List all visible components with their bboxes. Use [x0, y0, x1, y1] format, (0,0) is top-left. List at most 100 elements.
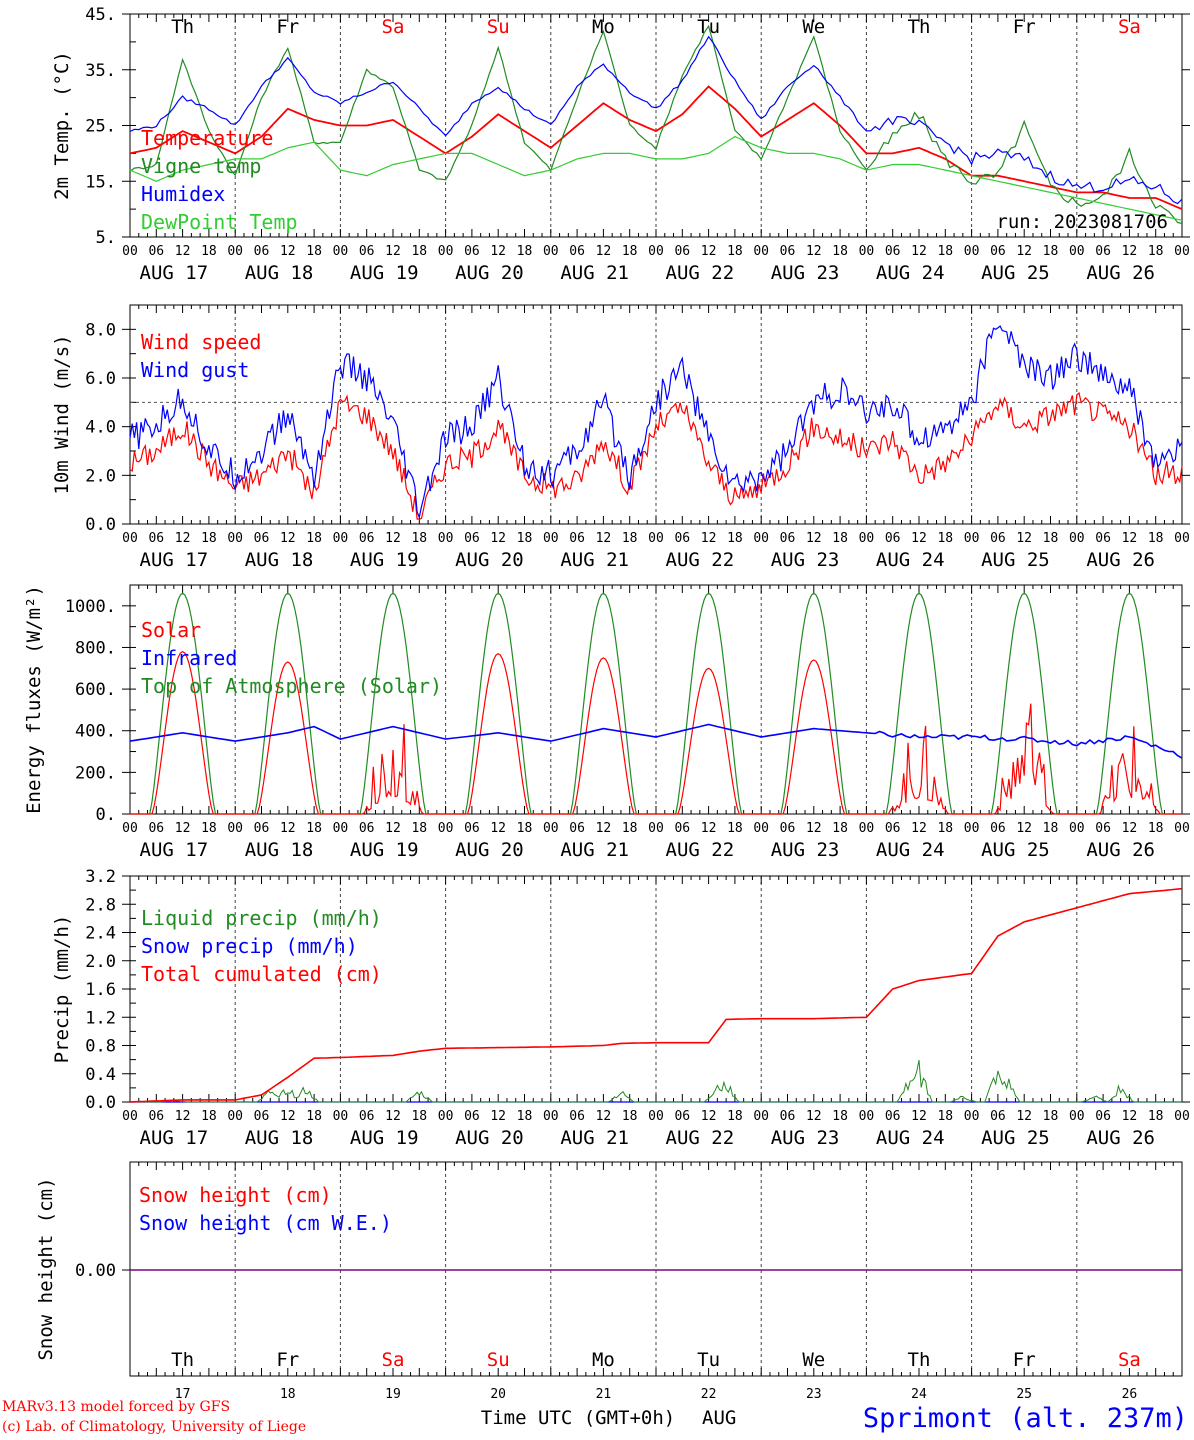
hour-tick-label: 18 [727, 244, 743, 259]
y-axis-label: 10m Wind (m/s) [51, 334, 73, 494]
hour-tick-label: 00 [122, 1109, 138, 1124]
hour-tick-label: 12 [806, 244, 822, 259]
hour-tick-label: 06 [885, 1109, 901, 1124]
hour-tick-label: 18 [306, 821, 322, 836]
hour-tick-label: 12 [175, 821, 191, 836]
hour-tick-label: 00 [333, 1109, 349, 1124]
hour-tick-label: 06 [254, 821, 270, 836]
weekday-label: Sa [382, 16, 405, 38]
hour-tick-label: 06 [359, 821, 375, 836]
y-tick-label: 600. [75, 680, 116, 700]
y-axis-label: Snow height (cm) [35, 1177, 57, 1360]
date-label: AUG 23 [771, 1127, 840, 1149]
date-label: AUG 18 [245, 549, 314, 571]
hour-tick-label: 06 [674, 821, 690, 836]
legend-entry: Solar [141, 618, 201, 642]
y-tick-label: 2.0 [85, 466, 116, 486]
series-line-vigne-temp [129, 24, 1183, 225]
y-tick-label: 0. [96, 805, 116, 825]
weekday-label: Mo [592, 16, 615, 38]
hour-tick-label: 00 [1174, 244, 1190, 259]
hour-tick-label: 00 [1069, 244, 1085, 259]
hour-tick-label: 12 [1016, 244, 1032, 259]
date-label: AUG 21 [560, 1127, 629, 1149]
hour-tick-label: 12 [701, 531, 717, 546]
legend-entry: Infrared [141, 646, 237, 670]
date-label: AUG 24 [876, 549, 945, 571]
series-line-temperature [129, 85, 1183, 210]
hour-tick-label: 00 [859, 1109, 875, 1124]
hour-tick-label: 18 [622, 821, 638, 836]
hour-tick-label: 18 [937, 244, 953, 259]
weekday-label: Tu [697, 1349, 720, 1371]
hour-tick-label: 00 [1069, 821, 1085, 836]
hour-tick-label: 12 [1016, 1109, 1032, 1124]
hour-tick-label: 18 [306, 1109, 322, 1124]
hour-tick-label: 18 [517, 531, 533, 546]
hour-tick-label: 00 [333, 531, 349, 546]
y-tick-label: 0.4 [85, 1065, 116, 1085]
hour-tick-label: 12 [385, 1109, 401, 1124]
hour-tick-label: 12 [490, 1109, 506, 1124]
hour-tick-label: 12 [911, 821, 927, 836]
hour-tick-label: 18 [832, 821, 848, 836]
hour-tick-label: 06 [990, 821, 1006, 836]
hour-tick-label: 00 [648, 821, 664, 836]
date-label: AUG 26 [1086, 1127, 1155, 1149]
hour-tick-label: 06 [569, 244, 585, 259]
hour-tick-label: 12 [596, 244, 612, 259]
weekday-label: Th [171, 1349, 194, 1371]
y-tick-label: 5. [96, 228, 116, 248]
y-tick-label: 3.2 [85, 867, 116, 887]
weekday-label: Th [171, 16, 194, 38]
weekday-label: Sa [382, 1349, 405, 1371]
y-tick-label: 2.8 [85, 895, 116, 915]
hour-tick-label: 12 [490, 531, 506, 546]
day-number-label: 23 [806, 1387, 822, 1402]
legend-entry: DewPoint Temp [141, 210, 298, 234]
hour-tick-label: 18 [832, 244, 848, 259]
date-label: AUG 19 [350, 1127, 419, 1149]
series-line-humidex [129, 35, 1183, 205]
y-axis-label: Energy fluxes (W/m²) [23, 585, 45, 814]
y-tick-label: 0.0 [85, 1093, 116, 1113]
hour-tick-label: 00 [438, 1109, 454, 1124]
hour-tick-label: 12 [1122, 1109, 1138, 1124]
date-label: AUG 19 [350, 262, 419, 284]
hour-tick-label: 06 [254, 244, 270, 259]
legend-entry: Humidex [141, 182, 225, 206]
hour-tick-label: 06 [1095, 531, 1111, 546]
hour-tick-label: 12 [596, 531, 612, 546]
weekday-label: Fr [276, 1349, 299, 1371]
hour-tick-label: 06 [464, 821, 480, 836]
hour-tick-label: 12 [911, 1109, 927, 1124]
hour-tick-label: 18 [727, 821, 743, 836]
hour-tick-label: 12 [490, 821, 506, 836]
hour-tick-label: 06 [674, 1109, 690, 1124]
hour-tick-label: 00 [333, 244, 349, 259]
hour-tick-label: 06 [1095, 821, 1111, 836]
hour-tick-label: 18 [622, 244, 638, 259]
date-label: AUG 19 [350, 839, 419, 861]
hour-tick-label: 18 [1043, 1109, 1059, 1124]
weekday-label: Tu [697, 16, 720, 38]
hour-tick-label: 06 [359, 1109, 375, 1124]
hour-tick-label: 00 [964, 244, 980, 259]
hour-tick-label: 12 [280, 244, 296, 259]
legend-entry: Vigne temp [141, 154, 261, 178]
hour-tick-label: 06 [990, 1109, 1006, 1124]
hour-tick-label: 00 [859, 244, 875, 259]
hour-tick-label: 00 [753, 244, 769, 259]
hour-tick-label: 00 [1069, 531, 1085, 546]
date-label: AUG 26 [1086, 262, 1155, 284]
date-label: AUG 23 [771, 262, 840, 284]
hour-tick-label: 18 [727, 531, 743, 546]
hour-tick-label: 06 [569, 821, 585, 836]
series-line-wind-speed [129, 391, 1183, 520]
hour-tick-label: 12 [911, 531, 927, 546]
weekday-label: Fr [276, 16, 299, 38]
hour-tick-label: 06 [674, 244, 690, 259]
hour-tick-label: 06 [569, 1109, 585, 1124]
date-label: AUG 17 [140, 1127, 209, 1149]
